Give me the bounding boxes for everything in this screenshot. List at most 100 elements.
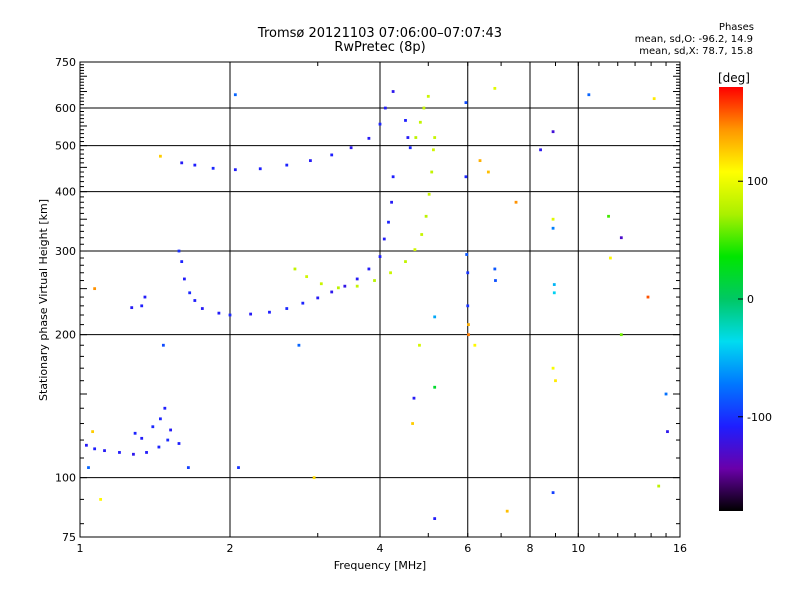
data-point (367, 267, 371, 271)
data-point (233, 93, 237, 97)
data-point (177, 249, 181, 253)
data-point (301, 301, 305, 305)
data-point (551, 217, 555, 221)
data-point (412, 396, 416, 400)
y-tick-label: 75 (62, 531, 76, 544)
data-point (466, 304, 470, 308)
data-point (217, 311, 221, 315)
data-point (193, 299, 197, 302)
y-axis-label: Stationary phase Virtual Height [km] (37, 199, 50, 401)
data-point (551, 226, 555, 230)
chart-subtitle: RwPretec (8p) (334, 40, 426, 55)
data-point (330, 153, 334, 157)
data-point (180, 260, 184, 264)
x-tick-label: 6 (464, 542, 471, 555)
data-point (166, 438, 170, 442)
data-point (87, 466, 90, 469)
chart-title: Tromsø 20121103 07:06:00–07:07:43 (257, 26, 503, 41)
data-point (169, 428, 173, 432)
gridlines (80, 62, 680, 537)
data-point (211, 166, 215, 170)
data-point (180, 161, 184, 165)
data-point (433, 385, 437, 389)
data-point (619, 236, 623, 240)
data-point (140, 304, 144, 308)
x-tick-label: 1 (77, 542, 84, 555)
data-point (619, 333, 623, 337)
data-point (200, 307, 204, 310)
data-point (467, 333, 470, 337)
data-point (406, 136, 410, 139)
data-point (130, 306, 134, 310)
data-point (233, 168, 237, 172)
data-point (551, 491, 555, 495)
data-point (133, 431, 137, 435)
data-point (464, 101, 468, 105)
data-point (367, 136, 371, 140)
data-point (132, 452, 135, 456)
data-point (343, 284, 347, 288)
data-point (297, 343, 301, 347)
data-point (93, 287, 97, 291)
data-point (186, 466, 190, 469)
data-point (182, 277, 186, 281)
x-tick-label: 4 (377, 542, 384, 555)
data-point (486, 170, 490, 174)
data-point (422, 106, 426, 110)
data-point (312, 476, 316, 480)
y-tick-label: 400 (55, 186, 76, 199)
data-point (418, 343, 421, 347)
data-point (552, 291, 556, 295)
data-point (464, 175, 468, 179)
data-point (427, 192, 431, 196)
x-tick-label: 16 (673, 542, 687, 555)
data-point (554, 379, 557, 383)
data-point (609, 256, 612, 260)
data-point (161, 343, 165, 347)
axis-ticks (79, 61, 681, 537)
data-point (389, 271, 392, 275)
data-point (249, 312, 253, 316)
data-point (383, 106, 387, 110)
data-point (118, 451, 121, 454)
data-point (411, 422, 414, 425)
data-point (505, 509, 509, 513)
x-axis-label: Frequency [MHz] (334, 559, 426, 572)
colorbar-label: [deg] (718, 71, 750, 85)
colorbar-tick-label: -100 (747, 411, 772, 424)
data-point (151, 425, 155, 429)
data-points (84, 86, 669, 520)
data-point (607, 214, 610, 218)
data-point (378, 255, 382, 258)
data-point (652, 97, 656, 101)
data-point (391, 90, 395, 93)
data-point (145, 451, 148, 454)
data-point (418, 120, 422, 124)
phases-heading: Phases (718, 22, 754, 33)
data-point (336, 286, 340, 290)
data-point (373, 279, 376, 282)
data-point (188, 291, 192, 295)
data-point (433, 315, 437, 319)
data-point (408, 146, 412, 150)
data-point (193, 163, 197, 167)
data-point (666, 430, 669, 434)
phase-stats-x: mean, sd,X: 78.7, 15.8 (639, 46, 753, 57)
data-point (355, 277, 359, 281)
data-point (93, 447, 97, 451)
data-point (539, 148, 542, 152)
x-tick-labels: 1 2 4 6 8 10 16 (77, 542, 688, 555)
data-point (551, 130, 555, 134)
data-point (552, 283, 556, 286)
data-point (664, 392, 668, 396)
data-point (420, 233, 424, 236)
data-point (413, 248, 417, 252)
data-point (587, 93, 591, 97)
data-point (391, 175, 395, 179)
x-tick-label: 8 (527, 542, 534, 555)
data-point (285, 163, 289, 167)
data-point (355, 284, 359, 288)
data-point (494, 279, 497, 282)
x-tick-label: 10 (571, 542, 585, 555)
data-point (309, 159, 312, 163)
